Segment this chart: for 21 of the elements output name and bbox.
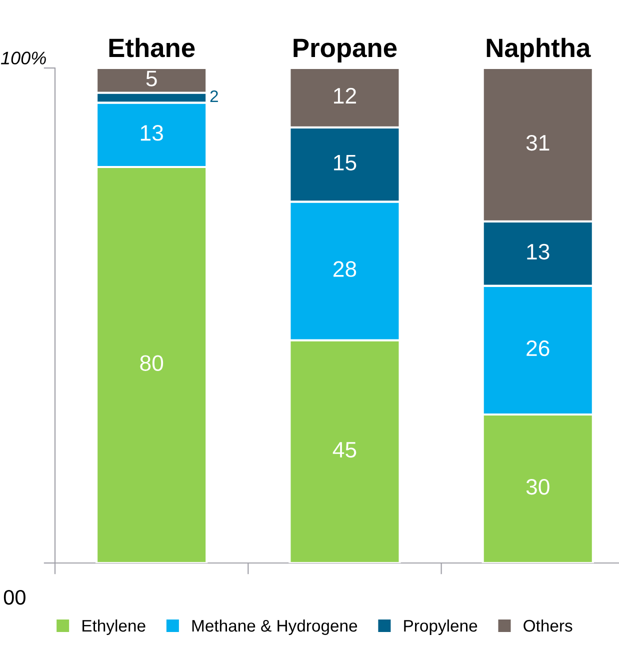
data-label: 13 bbox=[527, 244, 550, 260]
data-label: 5 bbox=[146, 70, 157, 86]
data-label: 12 bbox=[334, 88, 356, 104]
data-label: 80 bbox=[140, 355, 164, 371]
data-label: 45 bbox=[332, 442, 356, 458]
text: 00 bbox=[4, 590, 26, 605]
x-tick-label: Naphtha bbox=[486, 38, 591, 62]
legend-label: Ethylene bbox=[82, 619, 146, 635]
data-label: 13 bbox=[140, 125, 163, 141]
x-tick-label: Ethane bbox=[109, 38, 195, 58]
y-tick-label: 100% bbox=[0, 52, 46, 64]
legend-label: Propylene bbox=[404, 619, 478, 635]
data-label: 30 bbox=[526, 478, 550, 495]
data-label: 2 bbox=[210, 90, 218, 102]
x-tick-label: Propane bbox=[294, 38, 397, 62]
data-label: 15 bbox=[334, 154, 356, 170]
data-label: 31 bbox=[526, 134, 550, 151]
legend-label: Methane & Hydrogene bbox=[192, 619, 358, 635]
legend-label: Others bbox=[524, 619, 572, 632]
data-label: 28 bbox=[333, 261, 356, 277]
data-label: 26 bbox=[526, 340, 550, 356]
